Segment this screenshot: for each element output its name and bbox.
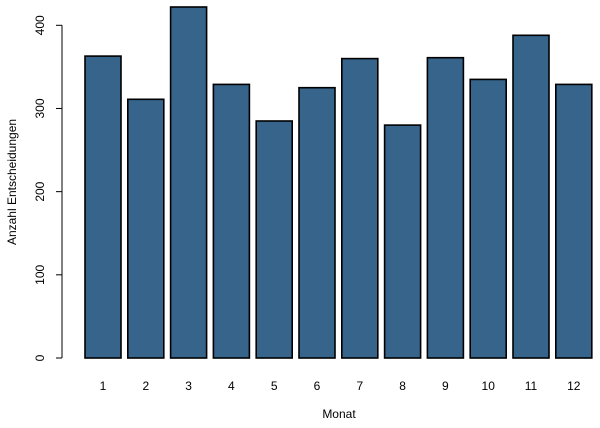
bar-12 [554,83,593,359]
bars-group [84,6,593,359]
bar-2 [127,98,165,359]
bar-7 [340,57,379,359]
x-tick-label: 9 [442,379,449,393]
bar-3 [169,6,208,359]
y-tick-label: 400 [33,15,47,35]
y-tick-label: 200 [33,181,47,201]
x-axis-title: Monat [322,407,356,421]
bar-10 [469,78,508,359]
y-axis: 0 100 200 300 400 [33,15,63,361]
x-tick-label: 7 [356,379,363,393]
bar-11 [512,34,550,359]
x-tick-label: 3 [185,379,192,393]
bar-4 [212,83,251,359]
y-tick-label: 0 [33,354,47,361]
bar-5 [255,120,294,359]
x-tick-label: 12 [567,379,581,393]
bar-1 [84,55,122,359]
x-tick-label: 10 [482,379,496,393]
x-tick-labels: 1 2 3 4 5 6 7 8 9 10 11 12 [100,379,581,393]
x-tick-label: 6 [314,379,321,393]
y-axis-title: Anzahl Entscheidungen [5,119,19,245]
y-tick-label: 300 [33,98,47,118]
y-tick-label: 100 [33,264,47,284]
x-tick-label: 5 [271,379,278,393]
bar-6 [298,86,336,359]
bar-9 [426,56,465,359]
x-tick-label: 2 [142,379,149,393]
x-tick-label: 11 [525,379,538,393]
bar-8 [383,124,422,359]
x-tick-label: 4 [228,379,235,393]
x-tick-label: 8 [399,379,406,393]
x-tick-label: 1 [100,379,107,393]
